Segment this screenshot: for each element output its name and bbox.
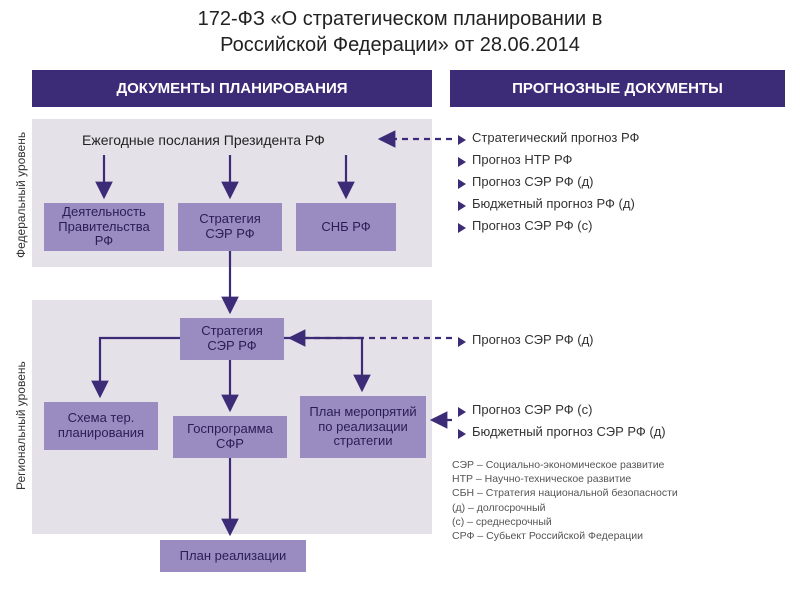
bullet-item: Бюджетный прогноз РФ (д) bbox=[458, 196, 639, 211]
box-strategy-ser-rf-fed: Стратегия СЭР РФ bbox=[178, 203, 282, 251]
legend-line: СЭР – Социально-экономическое развитие bbox=[452, 458, 678, 472]
page-title: 172-ФЗ «О стратегическом планировании в … bbox=[0, 0, 800, 58]
legend-line: (д) – долгосрочный bbox=[452, 501, 678, 515]
federal-president-addresses: Ежегодные послания Президента РФ bbox=[82, 132, 325, 148]
box-snb-rf: СНБ РФ bbox=[296, 203, 396, 251]
side-label-regional: Региональный уровень bbox=[14, 361, 28, 490]
box-gosprogram: Госпрограмма СФР bbox=[173, 416, 287, 458]
bullets-regional-forecast-1: Прогноз СЭР РФ (д) bbox=[458, 332, 594, 354]
box-territory-plan: Схема тер. планирования bbox=[44, 402, 158, 450]
bullets-federal-forecast: Стратегический прогноз РФ Прогноз НТР РФ… bbox=[458, 130, 639, 240]
header-planning-docs: ДОКУМЕНТЫ ПЛАНИРОВАНИЯ bbox=[32, 70, 432, 107]
legend-line: НТР – Научно-техническое развитие bbox=[452, 472, 678, 486]
legend-line: (с) – среднесрочный bbox=[452, 515, 678, 529]
box-gov-activity: Деятельность Правительства РФ bbox=[44, 203, 164, 251]
legend: СЭР – Социально-экономическое развитие Н… bbox=[452, 458, 678, 543]
bullet-item: Прогноз СЭР РФ (д) bbox=[458, 174, 639, 189]
bullet-item: Прогноз СЭР РФ (д) bbox=[458, 332, 594, 347]
bullet-item: Стратегический прогноз РФ bbox=[458, 130, 639, 145]
bullets-regional-forecast-2: Прогноз СЭР РФ (с) Бюджетный прогноз СЭР… bbox=[458, 402, 666, 446]
box-strategy-ser-rf-reg: Стратегия СЭР РФ bbox=[180, 318, 284, 360]
header-forecast-docs: ПРОГНОЗНЫЕ ДОКУМЕНТЫ bbox=[450, 70, 785, 107]
bullet-item: Прогноз СЭР РФ (с) bbox=[458, 218, 639, 233]
bullet-item: Прогноз НТР РФ bbox=[458, 152, 639, 167]
legend-line: СБН – Стратегия национальной безопасност… bbox=[452, 486, 678, 500]
legend-line: СРФ – Субьект Российской Федерации bbox=[452, 529, 678, 543]
box-realization-plan: План реализации bbox=[160, 540, 306, 572]
bullet-item: Бюджетный прогноз СЭР РФ (д) bbox=[458, 424, 666, 439]
box-implementation-plan: План меропрятий по реализации стратегии bbox=[300, 396, 426, 458]
bullet-item: Прогноз СЭР РФ (с) bbox=[458, 402, 666, 417]
title-line-1: 172-ФЗ «О стратегическом планировании в bbox=[198, 8, 603, 30]
title-line-2: Российской Федерации» от 28.06.2014 bbox=[220, 34, 580, 56]
side-label-federal: Федеральный уровень bbox=[14, 132, 28, 258]
